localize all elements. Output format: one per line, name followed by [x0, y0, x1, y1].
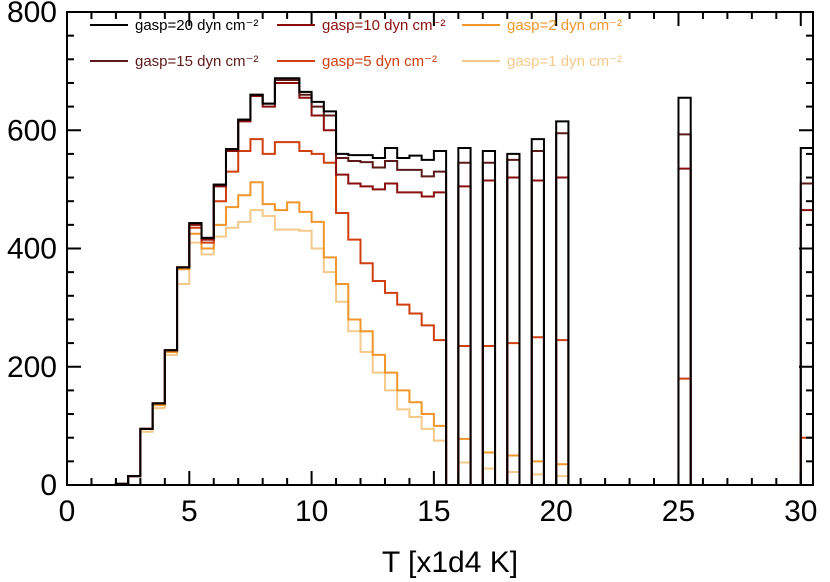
series-line-0 [91, 77, 814, 486]
axis-ticks [66, 11, 813, 486]
x-tick-label: 10 [295, 495, 328, 528]
legend-label: gasp=10 dyn cm⁻² [322, 17, 445, 34]
plot-frame [66, 11, 814, 486]
y-tick-label: 800 [7, 0, 57, 29]
y-tick-label: 600 [7, 114, 57, 147]
axis-tick-labels: 0 5 10 15 20 25 30 0 200 400 600 800 [7, 0, 818, 528]
legend-label: gasp=15 dyn cm⁻² [135, 53, 258, 70]
series-line-2 [91, 81, 814, 486]
y-tick-label: 200 [7, 351, 57, 384]
legend-label: gasp=2 dyn cm⁻² [507, 17, 622, 34]
x-tick-label: 20 [539, 495, 572, 528]
legend: gasp=20 dyn cm⁻² gasp=10 dyn cm⁻² gasp=2 d… [90, 17, 622, 70]
x-axis-title: T [x1d4 K] [382, 546, 518, 579]
legend-label: gasp=20 dyn cm⁻² [135, 17, 258, 34]
legend-label: gasp=5 dyn cm⁻² [322, 53, 437, 70]
series-lines [91, 77, 814, 486]
x-tick-label: 5 [181, 495, 198, 528]
y-tick-label: 400 [7, 233, 57, 266]
series-line-1 [91, 78, 814, 486]
x-tick-label: 25 [662, 495, 695, 528]
y-tick-label: 0 [40, 469, 57, 502]
series-line-3 [91, 138, 814, 486]
x-tick-label: 30 [784, 495, 817, 528]
legend-label: gasp=1 dyn cm⁻² [507, 53, 622, 70]
x-tick-label: 15 [417, 495, 450, 528]
x-tick-label: 0 [59, 495, 76, 528]
series-line-5 [91, 209, 813, 486]
